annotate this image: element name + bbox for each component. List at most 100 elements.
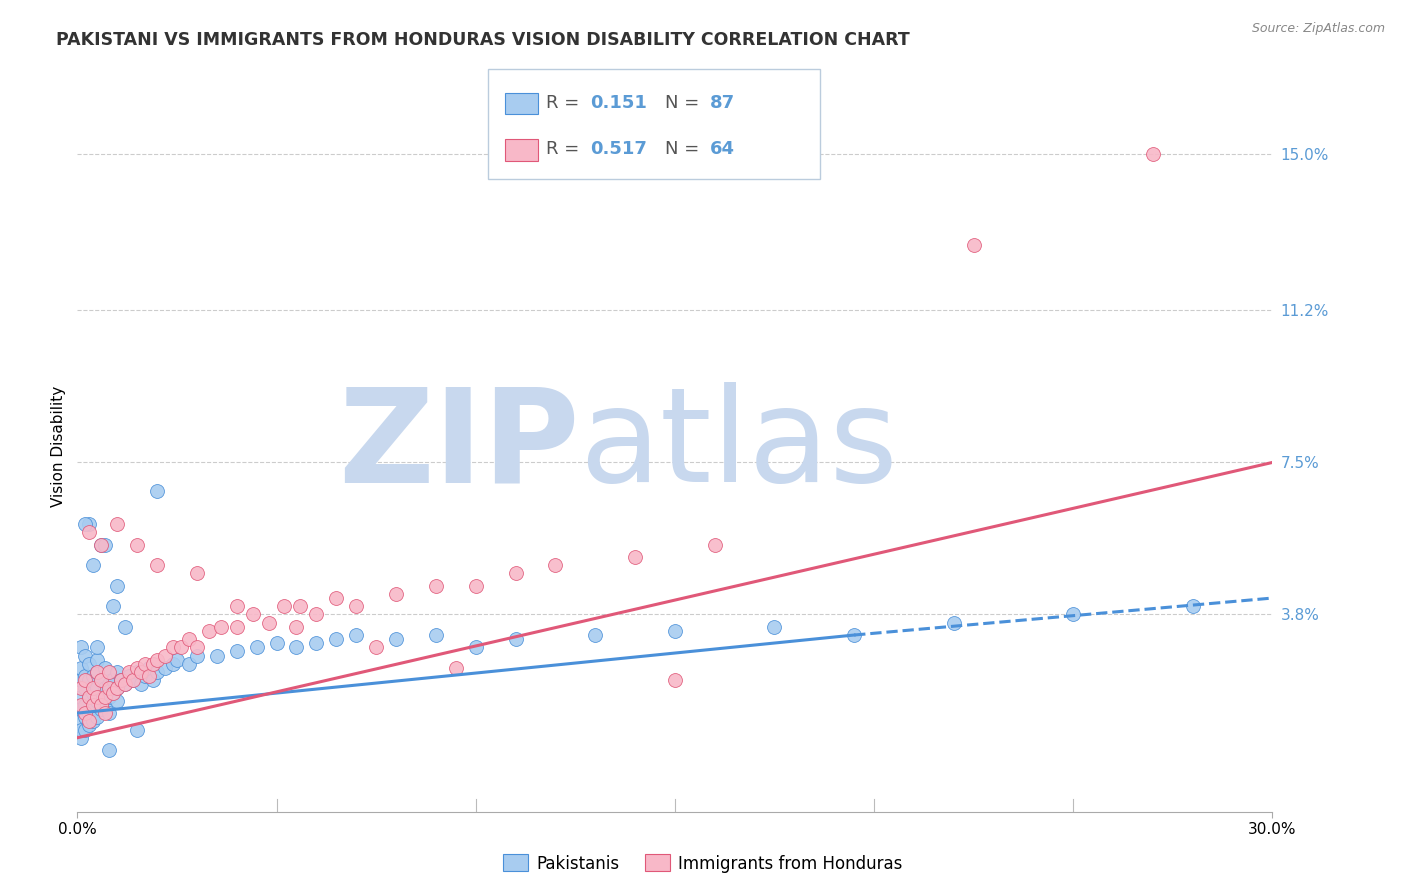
Point <box>98 743 121 757</box>
Point <box>198 624 221 638</box>
Point <box>70 698 93 712</box>
Point <box>70 690 93 704</box>
Point <box>82 698 104 712</box>
Text: N =: N = <box>665 140 704 158</box>
Point <box>103 685 124 699</box>
Point <box>142 673 165 688</box>
Point <box>86 690 108 704</box>
Point <box>94 681 117 696</box>
Text: atlas: atlas <box>579 383 898 509</box>
Point <box>79 714 101 729</box>
Point <box>763 620 786 634</box>
Point <box>146 484 169 499</box>
Point <box>90 538 112 552</box>
Text: N =: N = <box>665 94 704 112</box>
Point <box>114 677 136 691</box>
Point <box>90 698 112 712</box>
Point <box>624 549 647 564</box>
Point <box>70 714 93 729</box>
Point <box>110 673 132 688</box>
Text: R =: R = <box>546 94 585 112</box>
Point <box>82 681 104 696</box>
Point <box>505 566 527 581</box>
Point <box>90 538 112 552</box>
Point <box>325 632 347 647</box>
Point <box>134 657 156 671</box>
Point <box>464 640 486 655</box>
Point <box>242 607 264 622</box>
Point <box>94 706 117 720</box>
Point <box>205 648 228 663</box>
Point <box>444 661 467 675</box>
Point <box>127 538 149 552</box>
Point <box>186 648 208 663</box>
Point <box>79 690 101 704</box>
Point <box>103 599 124 614</box>
Point <box>70 673 93 688</box>
Point <box>544 558 567 573</box>
Point <box>75 706 97 720</box>
Point <box>110 673 132 688</box>
Point <box>75 723 97 737</box>
Point <box>1181 599 1204 614</box>
Point <box>75 710 97 724</box>
Point <box>129 677 152 691</box>
Point <box>170 640 193 655</box>
Point <box>344 599 367 614</box>
Point <box>114 677 136 691</box>
Point <box>285 640 308 655</box>
Point <box>79 690 101 704</box>
Point <box>464 579 486 593</box>
Point <box>70 640 93 655</box>
Point <box>75 669 97 683</box>
Point <box>257 615 280 630</box>
Point <box>583 628 606 642</box>
Point <box>142 657 165 671</box>
Point <box>82 558 104 573</box>
Point <box>118 665 141 679</box>
Point <box>266 636 288 650</box>
Point <box>138 661 160 675</box>
Point <box>103 685 124 699</box>
Point <box>177 657 200 671</box>
Point <box>146 665 169 679</box>
Point <box>86 665 108 679</box>
Point <box>703 538 725 552</box>
Text: 0.151: 0.151 <box>591 94 647 112</box>
Point <box>75 673 97 688</box>
Point <box>225 644 247 658</box>
Point <box>664 673 686 688</box>
Point <box>79 718 101 732</box>
Point <box>385 632 408 647</box>
Point <box>122 673 145 688</box>
Point <box>86 640 108 655</box>
Point <box>325 591 347 605</box>
Point <box>186 640 208 655</box>
Point <box>285 620 308 634</box>
Point <box>105 681 128 696</box>
Point <box>844 628 866 642</box>
Point <box>70 723 93 737</box>
Point <box>98 690 121 704</box>
Point <box>94 538 117 552</box>
Point <box>70 702 93 716</box>
Point <box>246 640 269 655</box>
Point <box>963 237 986 252</box>
Point <box>162 657 184 671</box>
Point <box>98 706 121 720</box>
Text: 0.517: 0.517 <box>591 140 647 158</box>
Point <box>90 690 112 704</box>
Point <box>664 624 686 638</box>
Point <box>94 690 117 704</box>
Text: 87: 87 <box>710 94 735 112</box>
Point <box>86 710 108 724</box>
Point <box>1062 607 1084 622</box>
Point <box>98 665 121 679</box>
Point <box>82 714 104 729</box>
Point <box>186 566 208 581</box>
Point <box>127 661 149 675</box>
Point <box>127 665 149 679</box>
Point <box>153 648 176 663</box>
Point <box>105 681 128 696</box>
Point <box>90 673 112 688</box>
